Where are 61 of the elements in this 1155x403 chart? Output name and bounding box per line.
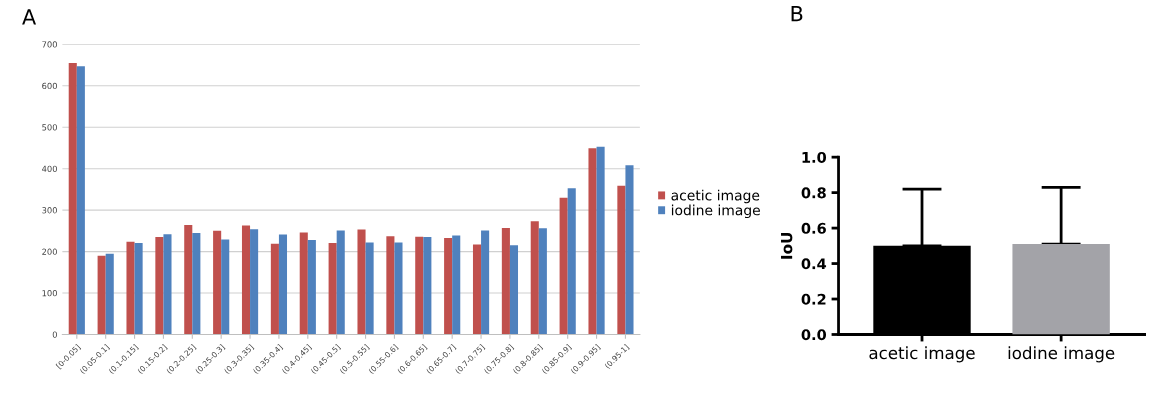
bar [134, 242, 143, 335]
bar [567, 188, 576, 335]
bar [105, 253, 114, 335]
bar [68, 62, 77, 335]
bar [394, 242, 403, 335]
y-tick-label: 0.4 [801, 258, 827, 270]
y-tick-label: 100 [42, 290, 57, 297]
bar [357, 229, 366, 335]
bar [509, 245, 519, 335]
y-tick-label: 0.0 [801, 329, 827, 341]
bar [596, 146, 605, 335]
bar [588, 148, 597, 335]
bar [97, 255, 106, 335]
bar [481, 230, 490, 335]
bar [423, 237, 432, 335]
bar [530, 221, 539, 335]
y-tick-label: 500 [42, 124, 57, 131]
bar [76, 66, 85, 335]
bar [270, 243, 279, 335]
y-tick-label: 600 [42, 82, 57, 90]
bar [501, 227, 510, 335]
x-tick-label: iodine image [1008, 346, 1115, 363]
bar [559, 197, 568, 335]
bar [617, 185, 626, 335]
bar [163, 234, 172, 335]
bar [452, 235, 461, 335]
y-tick-label: 200 [42, 248, 57, 255]
bar [241, 225, 251, 335]
legend-label: acetic image [671, 189, 760, 204]
y-tick-label: 1.0 [802, 151, 827, 163]
bar [126, 241, 135, 335]
y-tick-label: 0.6 [801, 222, 826, 234]
x-tick-label: acetic image [869, 346, 975, 363]
bar [444, 237, 453, 335]
y-tick-label: 700 [42, 41, 57, 48]
bar [365, 242, 374, 335]
y-tick-label: 400 [42, 165, 57, 172]
bar [192, 232, 201, 335]
bar [307, 239, 316, 335]
bar [386, 236, 395, 335]
bar [221, 239, 230, 335]
bar [538, 228, 547, 335]
chart-title: A [22, 9, 37, 25]
bar [336, 230, 345, 335]
y-tick-label: 300 [42, 207, 57, 214]
chart-title: B [791, 5, 803, 22]
bar [278, 234, 288, 335]
bar [213, 230, 222, 335]
y-tick-label: 0 [52, 331, 57, 338]
y-axis-title: IoU [781, 232, 793, 259]
y-tick-label: 0.2 [801, 293, 826, 305]
bar [250, 229, 259, 335]
legend-label: iodine image [671, 204, 760, 219]
bar [472, 244, 482, 335]
bar [625, 165, 634, 335]
bar [155, 237, 164, 335]
y-tick-label: 0.8 [801, 187, 826, 199]
bar [299, 232, 308, 335]
bar [184, 225, 193, 335]
bar [415, 236, 424, 335]
bar [328, 242, 337, 335]
